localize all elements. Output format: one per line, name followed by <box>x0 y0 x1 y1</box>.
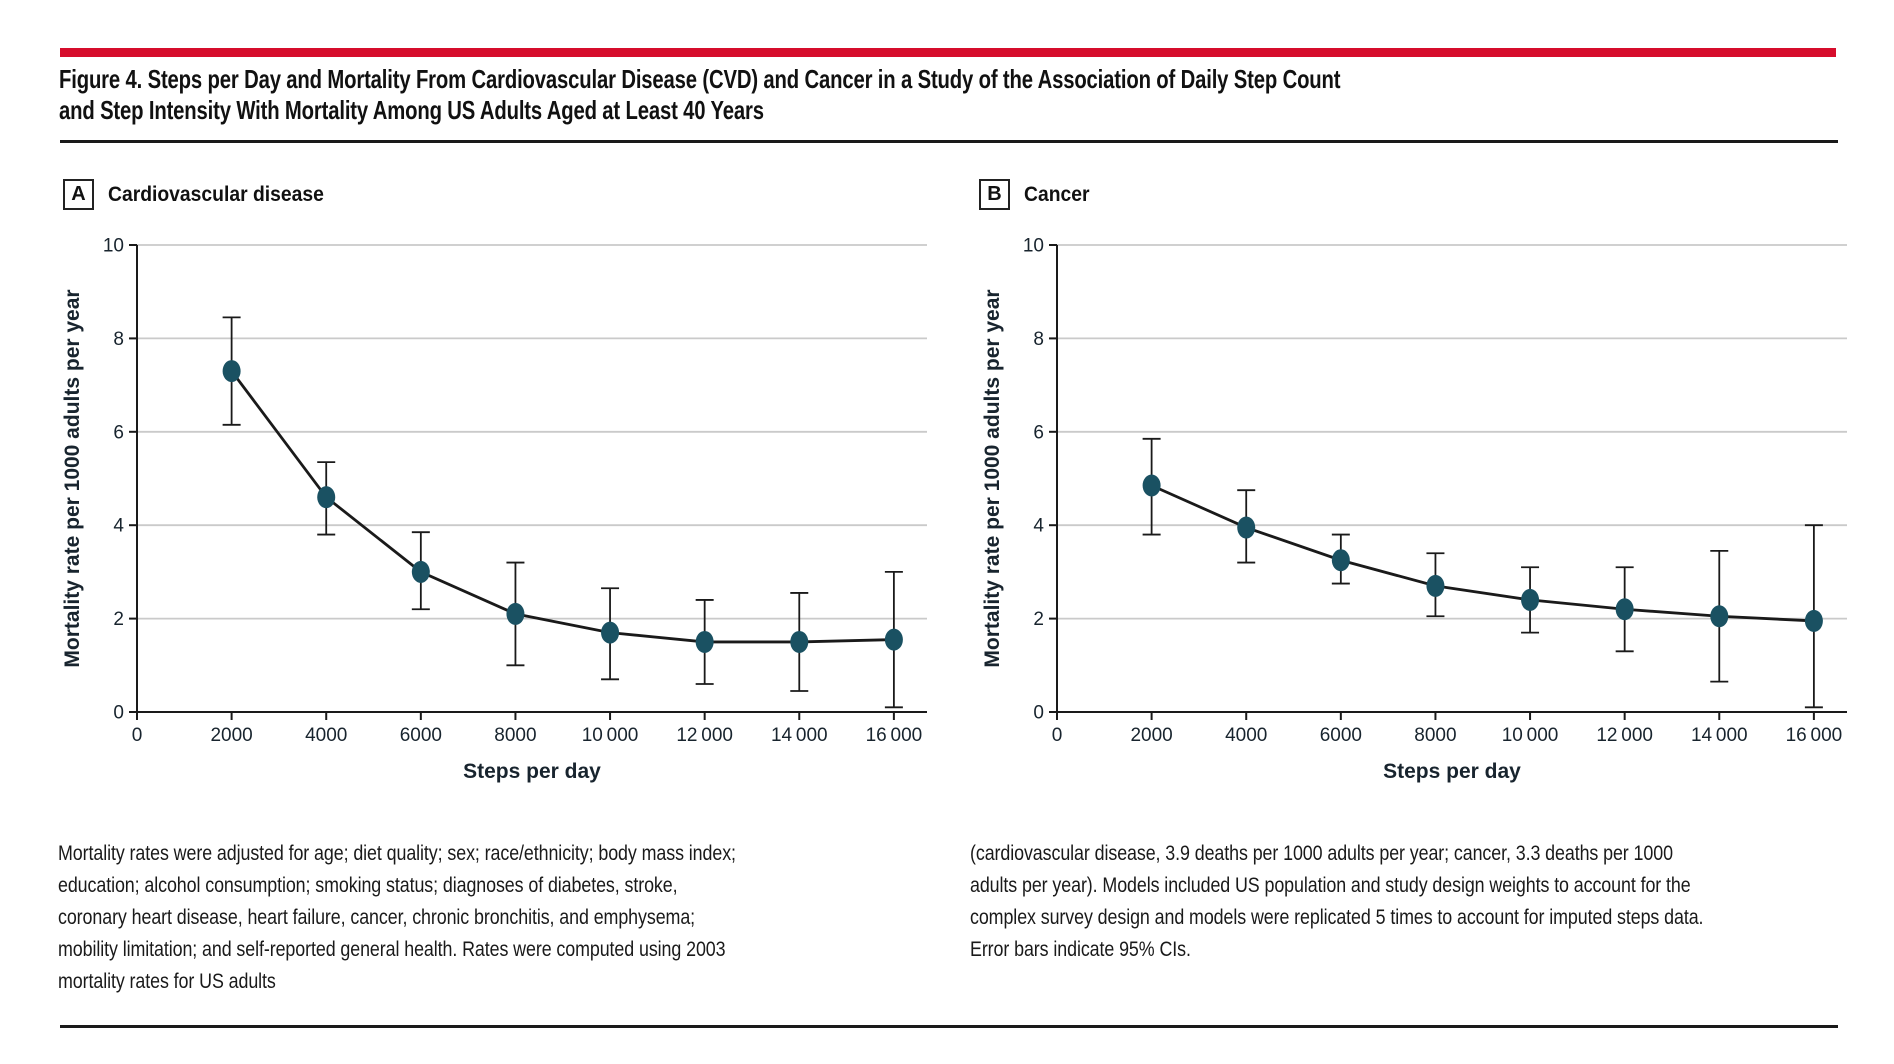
y-tick-label: 4 <box>1033 516 1044 537</box>
cancer-mortality-chart: 0 2 4 6 8 10 0 2000 4000 6000 8000 10 000 12 000 14 0… <box>981 236 1847 783</box>
x-tick-label: 0 <box>1052 725 1063 746</box>
y-tick-label: 8 <box>1033 329 1044 350</box>
data-point-marker <box>1426 574 1445 597</box>
data-point-marker <box>317 486 336 509</box>
panel-a-header: A Cardiovascular disease <box>63 178 343 211</box>
accent-bar <box>60 48 1836 57</box>
x-tick-label: 10 000 <box>1502 725 1559 746</box>
data-point-marker <box>695 630 714 653</box>
y-tick-label: 10 <box>103 236 124 257</box>
data-point-marker <box>601 621 620 644</box>
y-tick-label: 2 <box>1033 609 1044 630</box>
y-tick-label: 6 <box>113 422 124 443</box>
footnote-right-column: (cardiovascular disease, 3.9 deaths per … <box>970 842 1704 961</box>
data-point-marker <box>222 360 241 383</box>
x-tick-label: 6000 <box>400 725 442 746</box>
y-tick-label: 8 <box>113 329 124 350</box>
x-tick-label: 4000 <box>1225 725 1267 746</box>
x-tick-label: 8000 <box>494 725 536 746</box>
x-tick-label: 10 000 <box>582 725 639 746</box>
y-tick-label: 10 <box>1023 236 1044 257</box>
x-axis-title: Steps per day <box>463 760 601 783</box>
x-tick-label: 8000 <box>1414 725 1456 746</box>
series-group <box>1142 437 1823 709</box>
series-line <box>230 370 894 644</box>
panel-a-title: Cardiovascular disease <box>108 182 324 206</box>
panel-b-header: B Cancer <box>979 178 1095 211</box>
y-axis-title: Mortality rate per 1000 adults per year <box>981 289 1004 667</box>
x-tick-label: 0 <box>132 725 143 746</box>
footnote-left-column: Mortality rates were adjusted for age; d… <box>58 842 736 993</box>
data-point-marker <box>1331 549 1350 572</box>
x-tick-label: 16 000 <box>866 725 923 746</box>
x-tick-label: 12 000 <box>676 725 733 746</box>
header-divider <box>60 140 1838 143</box>
panel-b-title: Cancer <box>1024 182 1090 206</box>
series-line <box>1151 484 1814 623</box>
data-point-marker <box>1804 609 1823 632</box>
x-tick-label: 2000 <box>1130 725 1172 746</box>
y-axis-title: Mortality rate per 1000 adults per year <box>61 289 84 667</box>
y-tick-label: 4 <box>113 516 124 537</box>
x-axis-title: Steps per day <box>1383 760 1521 783</box>
data-point-marker <box>411 560 430 583</box>
x-tick-label: 6000 <box>1320 725 1362 746</box>
data-point-marker <box>1142 474 1161 497</box>
footer-divider <box>60 1025 1838 1028</box>
y-tick-label: 6 <box>1033 422 1044 443</box>
series-group <box>222 316 903 709</box>
x-tick-label: 4000 <box>305 725 347 746</box>
cvd-mortality-chart: 0 2 4 6 8 10 0 2000 4000 6000 8000 10 000 12 000 14 0… <box>61 236 927 783</box>
panel-a-letter-badge: A <box>63 179 94 210</box>
figure-title: Figure 4. Steps per Day and Mortality Fr… <box>59 64 1839 126</box>
y-tick-label: 0 <box>113 703 124 724</box>
data-point-marker <box>790 630 809 653</box>
data-point-marker <box>1237 516 1256 539</box>
data-point-marker <box>506 602 525 625</box>
data-point-marker <box>884 628 903 651</box>
figure-title-line-2: and Step Intensity With Mortality Among … <box>59 95 764 125</box>
x-tick-label: 16 000 <box>1786 725 1843 746</box>
figure-title-line-1: Figure 4. Steps per Day and Mortality Fr… <box>59 64 1341 94</box>
data-point-marker <box>1521 588 1540 611</box>
y-tick-label: 0 <box>1033 703 1044 724</box>
x-tick-label: 12 000 <box>1596 725 1653 746</box>
data-point-marker <box>1710 605 1729 628</box>
x-tick-label: 2000 <box>210 725 252 746</box>
x-tick-label: 14 000 <box>771 725 828 746</box>
y-tick-label: 2 <box>113 609 124 630</box>
panel-b-letter-badge: B <box>979 179 1010 210</box>
data-point-marker <box>1615 598 1634 621</box>
x-tick-label: 14 000 <box>1691 725 1748 746</box>
